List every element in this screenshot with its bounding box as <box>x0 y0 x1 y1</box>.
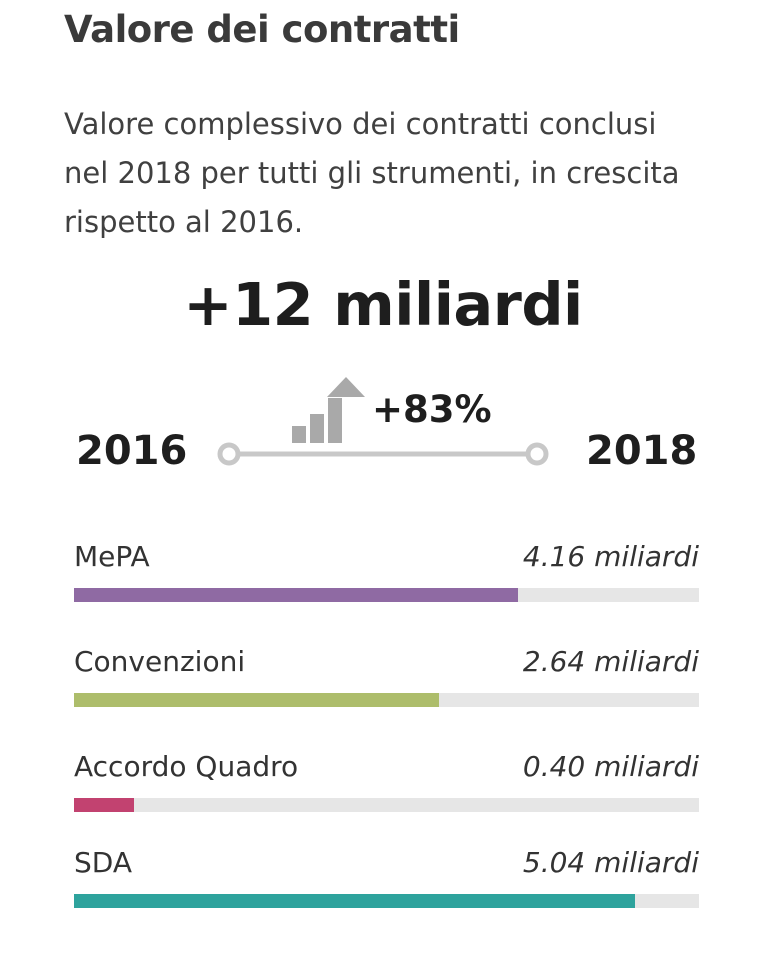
instrument-label: Accordo Quadro <box>74 750 299 783</box>
instrument-value: 2.64 miliardi <box>522 645 699 678</box>
start-year: 2016 <box>76 428 188 474</box>
progress-fill <box>74 798 134 812</box>
timeline-start-dot <box>217 442 241 466</box>
instrument-value: 0.40 miliardi <box>522 750 699 783</box>
progress-fill <box>74 894 636 908</box>
description-text: Valore complessivo dei contratti conclus… <box>64 107 680 239</box>
progress-track <box>74 588 699 602</box>
headline-value: +12 miliardi <box>183 270 583 339</box>
growth-percentage: +83% <box>372 388 492 431</box>
instrument-label: SDA <box>74 846 132 879</box>
instrument-row-sda: SDA 5.04 miliardi <box>74 846 699 908</box>
growth-chart-icon <box>292 377 365 443</box>
timeline-end-dot <box>525 442 549 466</box>
progress-fill <box>74 588 518 602</box>
instrument-value: 4.16 miliardi <box>522 540 699 573</box>
progress-fill <box>74 693 439 707</box>
instrument-value: 5.04 miliardi <box>522 846 699 879</box>
instrument-row-convenzioni: Convenzioni 2.64 miliardi <box>74 645 699 707</box>
end-year: 2018 <box>586 428 698 474</box>
instrument-row-accordo-quadro: Accordo Quadro 0.40 miliardi <box>74 750 699 812</box>
progress-track <box>74 693 699 707</box>
progress-track <box>74 798 699 812</box>
page-title: Valore dei contratti <box>64 8 460 51</box>
growth-timeline <box>217 377 549 466</box>
instrument-row-mepa: MePA 4.16 miliardi <box>74 540 699 602</box>
progress-track <box>74 894 699 908</box>
instrument-label: MePA <box>74 540 150 573</box>
instrument-label: Convenzioni <box>74 645 246 678</box>
